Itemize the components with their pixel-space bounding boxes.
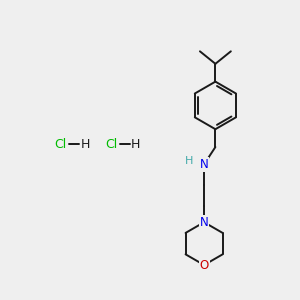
Text: H: H [131, 138, 140, 151]
Text: N: N [200, 216, 208, 229]
Text: O: O [200, 259, 209, 272]
Text: H: H [184, 156, 193, 166]
Text: N: N [200, 158, 208, 171]
Text: H: H [80, 138, 90, 151]
Text: Cl: Cl [105, 138, 118, 151]
Text: Cl: Cl [55, 138, 67, 151]
